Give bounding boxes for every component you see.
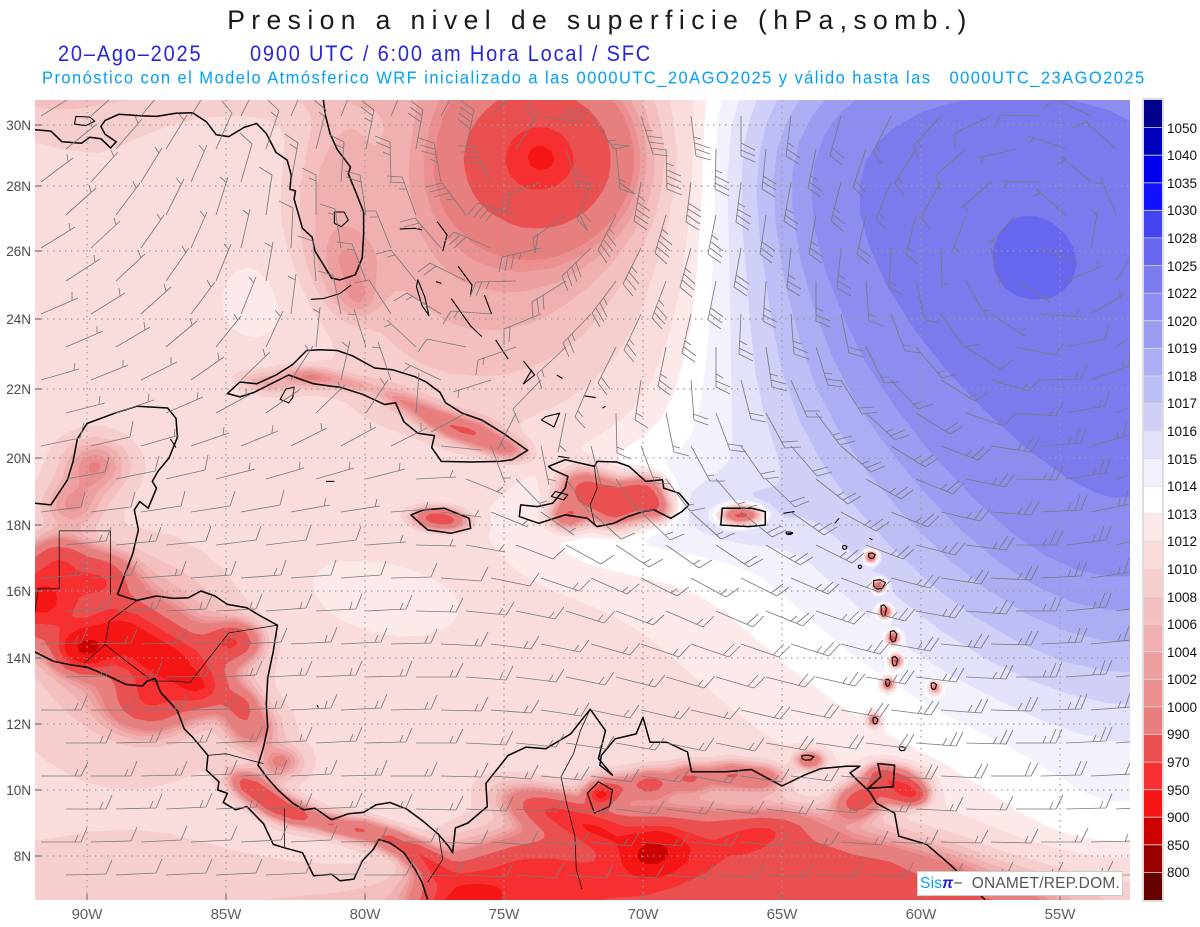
- svg-text:1017: 1017: [1167, 396, 1197, 411]
- svg-text:90W: 90W: [72, 906, 104, 923]
- svg-text:990: 990: [1167, 727, 1190, 742]
- svg-text:1002: 1002: [1167, 672, 1197, 687]
- svg-text:1028: 1028: [1167, 231, 1197, 246]
- svg-text:1018: 1018: [1167, 369, 1197, 384]
- svg-text:1019: 1019: [1167, 341, 1197, 356]
- svg-text:1013: 1013: [1167, 507, 1197, 522]
- svg-text:1040: 1040: [1167, 148, 1197, 163]
- svg-text:1025: 1025: [1167, 259, 1197, 274]
- svg-text:1022: 1022: [1167, 286, 1197, 301]
- svg-text:85W: 85W: [211, 906, 243, 923]
- svg-text:26N: 26N: [6, 244, 31, 259]
- svg-text:1015: 1015: [1167, 452, 1197, 467]
- svg-text:970: 970: [1167, 755, 1190, 770]
- svg-text:80W: 80W: [350, 906, 382, 923]
- svg-text:1050: 1050: [1167, 121, 1197, 136]
- svg-text:1000: 1000: [1167, 700, 1197, 715]
- svg-text:8N: 8N: [14, 849, 31, 864]
- svg-text:1020: 1020: [1167, 314, 1197, 329]
- svg-text:1035: 1035: [1167, 176, 1197, 191]
- svg-text:24N: 24N: [6, 312, 31, 327]
- svg-text:800: 800: [1167, 865, 1190, 880]
- svg-text:1004: 1004: [1167, 645, 1198, 660]
- svg-text:60W: 60W: [906, 906, 938, 923]
- svg-text:70W: 70W: [628, 906, 660, 923]
- svg-text:1010: 1010: [1167, 562, 1197, 577]
- svg-text:1008: 1008: [1167, 590, 1197, 605]
- svg-text:14N: 14N: [6, 651, 31, 666]
- svg-text:850: 850: [1167, 838, 1190, 853]
- svg-text:950: 950: [1167, 783, 1190, 798]
- svg-text:900: 900: [1167, 810, 1190, 825]
- svg-text:20N: 20N: [6, 451, 31, 466]
- svg-text:30N: 30N: [6, 118, 31, 133]
- svg-text:1030: 1030: [1167, 203, 1197, 218]
- svg-text:16N: 16N: [6, 584, 31, 599]
- svg-text:55W: 55W: [1045, 906, 1077, 923]
- svg-text:22N: 22N: [6, 382, 31, 397]
- svg-text:75W: 75W: [489, 906, 521, 923]
- svg-text:65W: 65W: [767, 906, 799, 923]
- svg-text:1012: 1012: [1167, 534, 1197, 549]
- svg-text:10N: 10N: [6, 783, 31, 798]
- svg-text:1014: 1014: [1167, 479, 1198, 494]
- svg-text:1016: 1016: [1167, 424, 1197, 439]
- svg-text:28N: 28N: [6, 179, 31, 194]
- svg-text:1006: 1006: [1167, 617, 1197, 632]
- svg-text:12N: 12N: [6, 717, 31, 732]
- svg-text:18N: 18N: [6, 518, 31, 533]
